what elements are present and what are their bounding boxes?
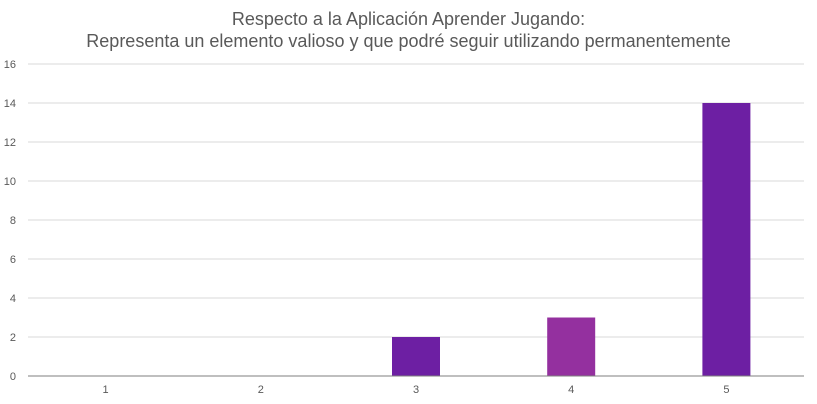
y-tick-label: 8 — [10, 215, 16, 227]
x-tick-label: 1 — [103, 384, 109, 396]
y-tick-label: 16 — [4, 59, 16, 71]
x-tick-label: 2 — [258, 384, 264, 396]
chart-title-line-1: Respecto a la Aplicación Aprender Jugand… — [231, 9, 586, 29]
x-tick-label: 5 — [723, 384, 729, 396]
x-tick-label: 3 — [413, 384, 419, 396]
bar-category-3 — [392, 337, 440, 376]
bar-category-5 — [702, 103, 751, 376]
x-tick-label: 4 — [568, 384, 574, 396]
chart-title-line-2: Representa un elemento valioso y que pod… — [86, 31, 731, 51]
y-tick-label: 0 — [10, 371, 16, 383]
x-axis-tick-labels: 1 2 3 4 5 — [103, 384, 730, 396]
y-tick-label: 4 — [10, 293, 16, 305]
y-tick-label: 10 — [4, 176, 16, 188]
y-tick-label: 12 — [4, 137, 16, 149]
y-axis-tick-labels: 0 2 4 6 8 10 12 14 16 — [4, 59, 16, 383]
y-tick-label: 14 — [4, 98, 16, 110]
bar-category-4 — [547, 317, 596, 376]
y-tick-label: 6 — [10, 254, 16, 266]
bars — [392, 103, 751, 376]
y-tick-label: 2 — [10, 332, 16, 344]
gridlines — [28, 63, 804, 338]
